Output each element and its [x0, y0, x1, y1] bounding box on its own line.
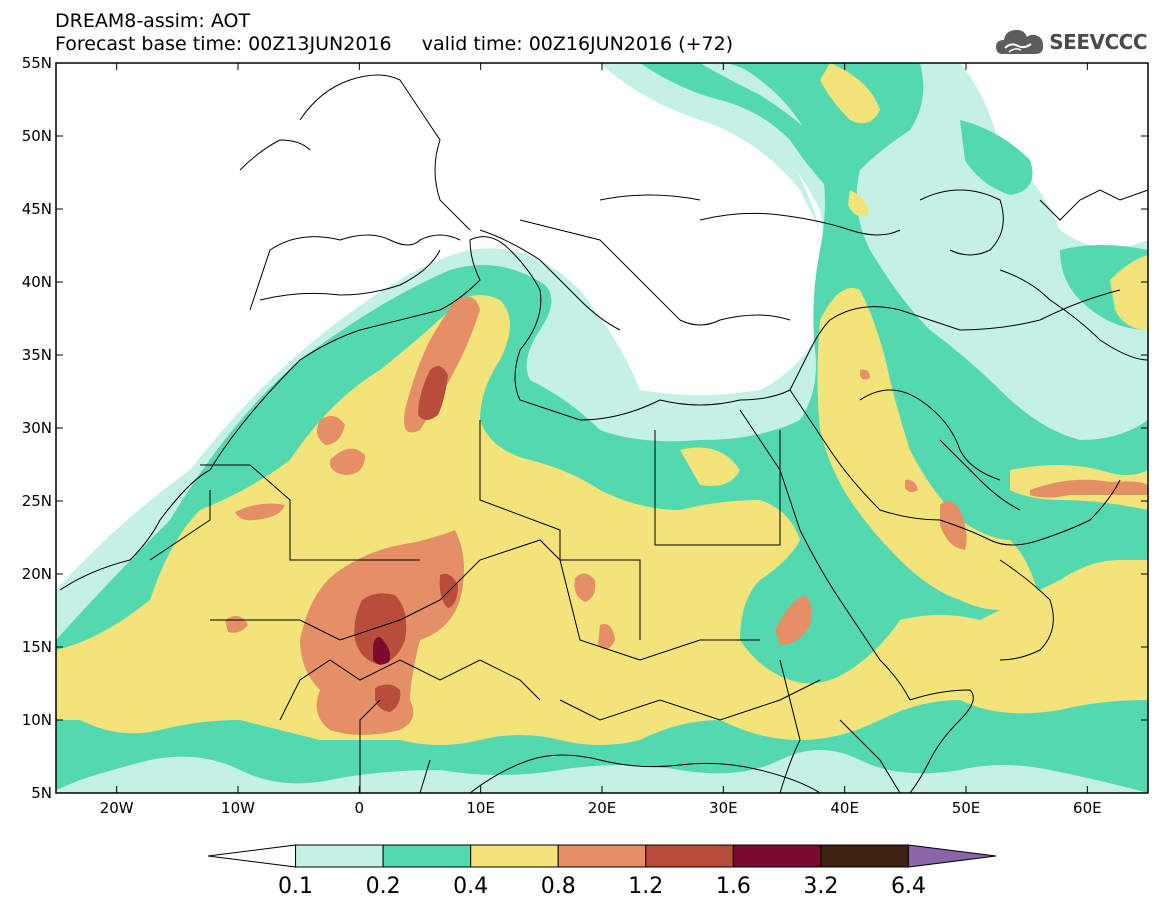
lat-tick-label: 15N	[22, 638, 52, 656]
lon-tick-label: 10E	[466, 799, 495, 817]
colorbar-segment	[907, 844, 997, 868]
colorbar-label: 1.6	[716, 874, 751, 899]
colorbar-labels: 0.1 0.2 0.4 0.8 1.2 1.6 3.2 6.4	[278, 874, 926, 899]
colorbar-label: 0.8	[541, 874, 576, 899]
lon-tick-label: 30E	[709, 799, 738, 817]
colorbar-label: 1.2	[628, 874, 663, 899]
colorbar-segment	[470, 844, 559, 868]
colorbar-segment	[295, 844, 384, 868]
seevccc-logo: SEEVCCC	[995, 26, 1147, 58]
lon-tick-label: 10W	[221, 799, 255, 817]
lat-tick-label: 20N	[22, 565, 52, 583]
colorbar-label: 3.2	[803, 874, 838, 899]
lon-tick-label: 50E	[952, 799, 981, 817]
lat-tick-label: 5N	[31, 784, 52, 802]
colorbar-segment	[557, 844, 647, 868]
forecast-time-line: Forecast base time: 00Z13JUN2016 valid t…	[55, 33, 734, 55]
colorbar-label: 6.4	[891, 874, 926, 899]
aot-field	[56, 63, 1148, 793]
cloud-icon	[996, 29, 1044, 54]
colorbar-label: 0.4	[453, 874, 488, 899]
lon-tick-label: 20E	[588, 799, 617, 817]
coastlines-borders	[59, 74, 1148, 793]
map-title: DREAM8-assim: AOT	[55, 10, 251, 32]
lon-tick-label: 60E	[1073, 799, 1102, 817]
colorbar-segment	[732, 844, 822, 868]
colorbar-segment	[645, 844, 734, 868]
lon-tick-label: 40E	[830, 799, 859, 817]
colorbar-segment	[820, 844, 909, 868]
lat-tick-label: 40N	[22, 273, 52, 291]
longitude-ticks: 20W 10W 0 10E 20E 30E 40E 50E 60E	[100, 63, 1102, 817]
colorbar-segment	[382, 844, 472, 868]
colorbar-label: 0.2	[366, 874, 401, 899]
aot-colorbar	[207, 844, 997, 868]
lat-tick-label: 45N	[22, 200, 52, 218]
lon-tick-label: 20W	[100, 799, 134, 817]
lat-tick-label: 35N	[22, 346, 52, 364]
logo-text: SEEVCCC	[1049, 30, 1147, 54]
lat-tick-label: 50N	[22, 127, 52, 145]
lat-tick-label: 10N	[22, 711, 52, 729]
lat-tick-label: 30N	[22, 419, 52, 437]
colorbar-segment	[207, 844, 297, 868]
aot-contour-1-2	[354, 366, 458, 712]
lat-tick-label: 55N	[22, 54, 52, 72]
colorbar-label: 0.1	[278, 874, 313, 899]
latitude-ticks: 55N 50N 45N 40N 35N 30N 25N 20N 15N 10N 5N	[22, 54, 1148, 802]
aot-contour-1-6	[373, 636, 391, 665]
lon-tick-label: 0	[355, 799, 365, 817]
lat-tick-label: 25N	[22, 492, 52, 510]
